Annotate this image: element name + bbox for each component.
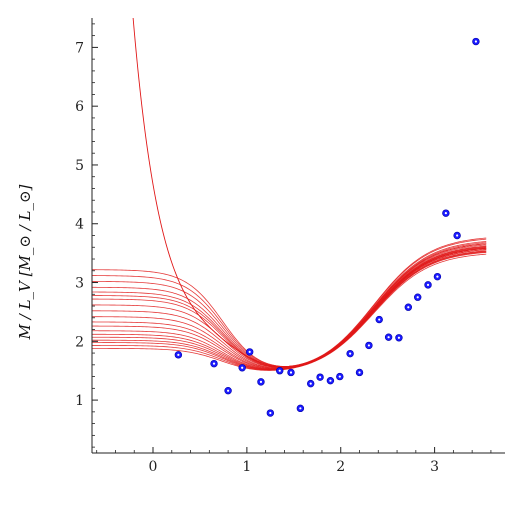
data-point (287, 368, 295, 377)
y-axis-label-text: M / L_V [M_⊙ / L_⊙] (16, 184, 34, 340)
model-curve (92, 249, 487, 368)
data-point-center (338, 375, 341, 378)
data-point-center (248, 350, 251, 353)
data-point (442, 209, 450, 217)
data-point (424, 281, 432, 289)
y-tick-label: 5 (75, 158, 84, 174)
data-point-center (426, 283, 430, 286)
data-point-center (269, 411, 272, 415)
data-point-center (367, 344, 370, 347)
y-tick-label: 2 (75, 334, 84, 350)
x-tick-label: 2 (336, 459, 345, 475)
data-point (245, 348, 254, 356)
data-point (276, 367, 284, 375)
data-point (174, 351, 183, 359)
data-point (316, 373, 324, 381)
data-point (346, 349, 354, 358)
data-point (365, 341, 373, 350)
data-point (210, 359, 218, 368)
data-point-center (278, 369, 281, 372)
model-curve (92, 250, 487, 370)
data-point (326, 376, 335, 385)
y-axis-label: M / L_V [M_⊙ / L_⊙] (16, 184, 34, 340)
data-point (472, 37, 480, 46)
data-point-center (378, 318, 381, 321)
data-point (307, 379, 315, 388)
y-tick-label: 7 (75, 40, 84, 56)
model-curve (92, 252, 487, 369)
data-point (257, 378, 265, 386)
y-tick-label: 3 (75, 276, 84, 292)
data-point-center (349, 352, 352, 355)
data-point-center (309, 382, 312, 385)
data-point-center (474, 40, 478, 43)
data-point (224, 386, 232, 395)
data-point-center (212, 362, 216, 365)
y-tick-label: 6 (75, 99, 84, 115)
data-point (238, 364, 246, 372)
data-point (336, 372, 344, 381)
data-point (395, 334, 403, 342)
data-point-center (241, 366, 244, 369)
data-point-center (407, 306, 410, 309)
data-point-center (436, 275, 439, 278)
data-point (404, 303, 413, 311)
data-point (414, 293, 422, 301)
data-point-center (227, 389, 230, 392)
axes-layer: 0 1 2 3 1 2 3 4 5 6 7 (75, 18, 505, 475)
data-point-center (329, 379, 332, 382)
data-point (375, 315, 383, 324)
data-point-center (456, 234, 459, 237)
y-tick-label: 4 (75, 217, 84, 233)
data-point (355, 368, 364, 377)
data-point-center (318, 376, 322, 379)
data-point-center (259, 380, 263, 383)
points-layer (174, 37, 480, 417)
y-tick-label: 1 (75, 393, 84, 409)
data-point-center (358, 371, 361, 374)
x-tick-label: 0 (149, 459, 158, 475)
steep-model-curve (132, 18, 487, 368)
data-point-center (177, 353, 180, 356)
data-point (266, 409, 275, 417)
data-point-center (387, 336, 390, 339)
data-point (384, 333, 393, 341)
data-point-center (397, 336, 401, 339)
data-point (433, 272, 442, 281)
curves-layer (92, 18, 487, 371)
data-point-center (444, 212, 447, 215)
data-point-center (299, 407, 302, 410)
data-point-center (289, 371, 293, 374)
x-tick-label: 3 (430, 459, 439, 475)
data-point (453, 231, 461, 240)
x-tick-label: 1 (242, 459, 251, 475)
data-point (296, 404, 305, 413)
model-curve (92, 251, 487, 371)
model-curve (92, 250, 487, 368)
data-point-center (416, 296, 419, 299)
